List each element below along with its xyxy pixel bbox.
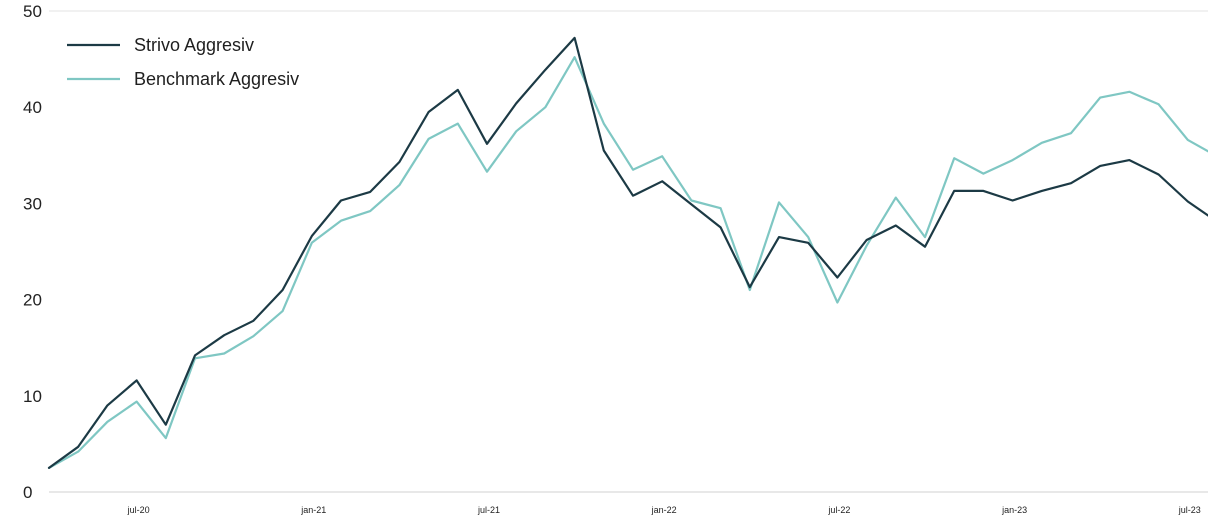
legend-label: Strivo Aggresiv	[134, 35, 254, 55]
legend: Strivo Aggresiv Benchmark Aggresiv	[67, 35, 299, 89]
series-line-0	[47, 36, 1208, 469]
x-tick-label: jul-23	[1178, 505, 1201, 515]
x-tick-labels: jul-20 jan-21 jul-21 jan-22 jul-22 jan-23 jul-…	[127, 505, 1201, 515]
series-line-1	[47, 56, 1208, 469]
axes	[49, 10, 1208, 493]
x-tick-label: jul-20	[127, 505, 150, 515]
y-tick-label: 20	[23, 291, 42, 310]
y-tick-label: 10	[23, 387, 42, 406]
legend-label: Benchmark Aggresiv	[134, 69, 299, 89]
y-tick-label: 0	[23, 483, 32, 502]
x-tick-label: jan-22	[651, 505, 677, 515]
y-tick-label: 50	[23, 2, 42, 21]
y-tick-label: 40	[23, 98, 42, 117]
series-lines	[47, 36, 1208, 469]
x-tick-label: jan-21	[300, 505, 326, 515]
x-tick-label: jan-23	[1001, 505, 1027, 515]
x-tick-label: jul-21	[477, 505, 500, 515]
y-tick-label: 30	[23, 194, 42, 213]
y-tick-labels: 0 10 20 30 40 50	[23, 2, 42, 502]
x-tick-label: jul-22	[827, 505, 850, 515]
